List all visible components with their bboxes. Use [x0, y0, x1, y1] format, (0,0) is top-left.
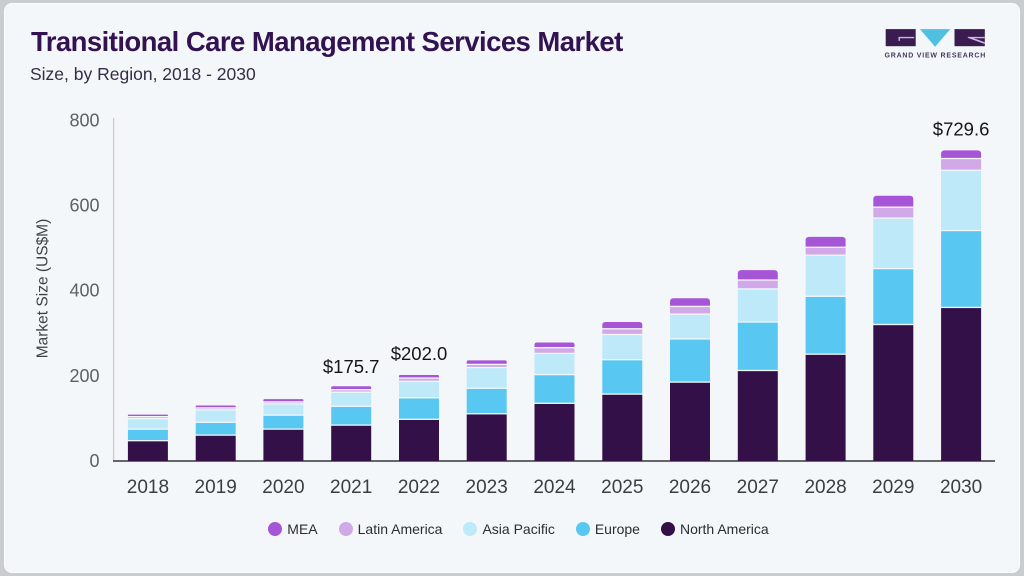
svg-text:$175.7: $175.7	[323, 356, 380, 377]
svg-text:400: 400	[69, 281, 99, 301]
svg-text:2018: 2018	[127, 477, 169, 498]
svg-text:2019: 2019	[195, 477, 237, 498]
svg-text:0: 0	[89, 451, 99, 471]
svg-text:200: 200	[69, 366, 99, 386]
svg-text:2021: 2021	[330, 477, 372, 498]
svg-text:2027: 2027	[737, 477, 779, 498]
svg-text:2029: 2029	[872, 477, 914, 498]
svg-text:$729.6: $729.6	[933, 119, 990, 140]
svg-text:2030: 2030	[940, 477, 982, 498]
svg-text:2022: 2022	[398, 477, 440, 498]
svg-text:2025: 2025	[601, 477, 643, 498]
svg-text:Market Size (US$M): Market Size (US$M)	[35, 219, 52, 359]
svg-text:2024: 2024	[533, 477, 576, 498]
svg-text:800: 800	[69, 110, 99, 130]
svg-text:2020: 2020	[262, 477, 304, 498]
svg-text:$202.0: $202.0	[391, 343, 448, 364]
svg-text:2026: 2026	[669, 477, 711, 498]
svg-text:600: 600	[69, 196, 99, 216]
svg-text:2023: 2023	[466, 477, 508, 498]
svg-text:GRAND VIEW RESEARCH: GRAND VIEW RESEARCH	[885, 53, 987, 60]
svg-text:2028: 2028	[804, 477, 846, 498]
